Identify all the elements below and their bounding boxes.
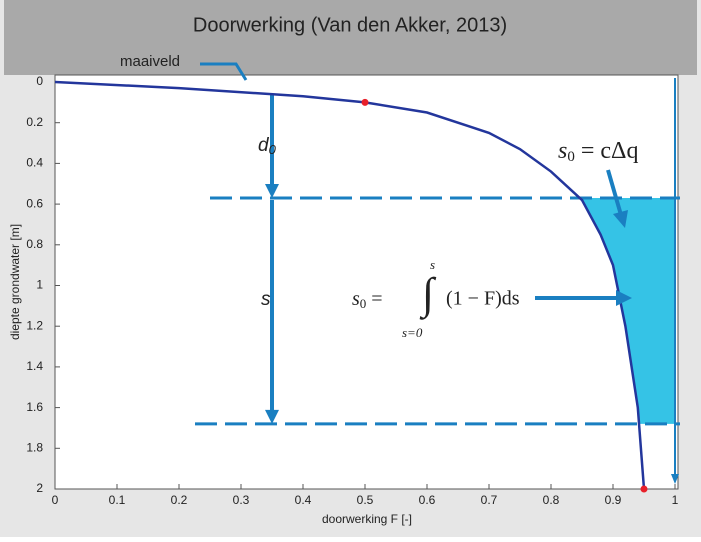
y-tick-label: 1 [36, 278, 43, 292]
integral-upper: s [430, 257, 435, 272]
x-tick-label: 0.8 [543, 493, 560, 507]
y-tick-label: 0.8 [26, 237, 43, 251]
x-tick-label: 0.9 [605, 493, 622, 507]
y-tick-label: 1.4 [26, 359, 43, 373]
leader-line [200, 62, 248, 81]
x-tick-label: 0.7 [481, 493, 498, 507]
y-tick-label: 0.2 [26, 115, 43, 129]
formula-1: s0 = cΔq [558, 138, 638, 166]
arrow-head [265, 183, 279, 198]
integral-sign: ∫ [419, 269, 437, 320]
pointer-head [616, 290, 632, 306]
f1-sub: 0 [567, 149, 575, 165]
x-axis-label: doorwerking F [-] [322, 512, 412, 526]
x-tick-label: 0 [52, 493, 59, 507]
y-tick-label: 0 [36, 74, 43, 88]
f2-rest: (1 − F)ds [446, 288, 520, 310]
arrow-head [671, 474, 679, 484]
d0-label: d0 [258, 135, 277, 157]
x-tick-label: 0.6 [419, 493, 436, 507]
s-label: s [261, 289, 271, 310]
x-tick-label: 0.5 [357, 493, 374, 507]
arrow-head [265, 409, 279, 424]
formula-2: s0 = [352, 288, 383, 311]
y-tick-label: 1.6 [26, 400, 43, 414]
y-tick-label: 1.8 [26, 440, 43, 454]
y-tick-label: 1.2 [26, 318, 43, 332]
f2-eq: = [366, 288, 382, 310]
y-axis-label: diepte grondwater [m] [8, 224, 22, 340]
x-tick-label: 0.4 [295, 493, 312, 507]
point [640, 485, 648, 493]
integral-lower: s=0 [402, 325, 423, 340]
f1-base: s [558, 138, 567, 164]
point [361, 98, 369, 106]
x-tick-label: 0.3 [233, 493, 250, 507]
f1-rest: = cΔq [575, 138, 639, 164]
x-tick-label: 0.1 [109, 493, 126, 507]
chart-title: Doorwerking (Van den Akker, 2013) [193, 14, 507, 36]
y-tick-label: 2 [36, 481, 43, 495]
d0-base: d [258, 135, 270, 156]
surface-label: maaiveld [120, 53, 180, 70]
pointer-arrow [606, 169, 623, 216]
x-tick-label: 1 [672, 493, 679, 507]
d0-sub: 0 [269, 142, 277, 157]
f2-sub: 0 [360, 296, 367, 311]
pointer-head [613, 210, 628, 228]
f2-base: s [352, 288, 360, 310]
y-tick-label: 0.6 [26, 196, 43, 210]
x-tick-label: 0.2 [171, 493, 188, 507]
header [4, 0, 697, 75]
y-tick-label: 0.4 [26, 156, 43, 170]
shaded-band [579, 197, 675, 424]
curve [54, 80, 646, 490]
plot-area [54, 74, 679, 490]
